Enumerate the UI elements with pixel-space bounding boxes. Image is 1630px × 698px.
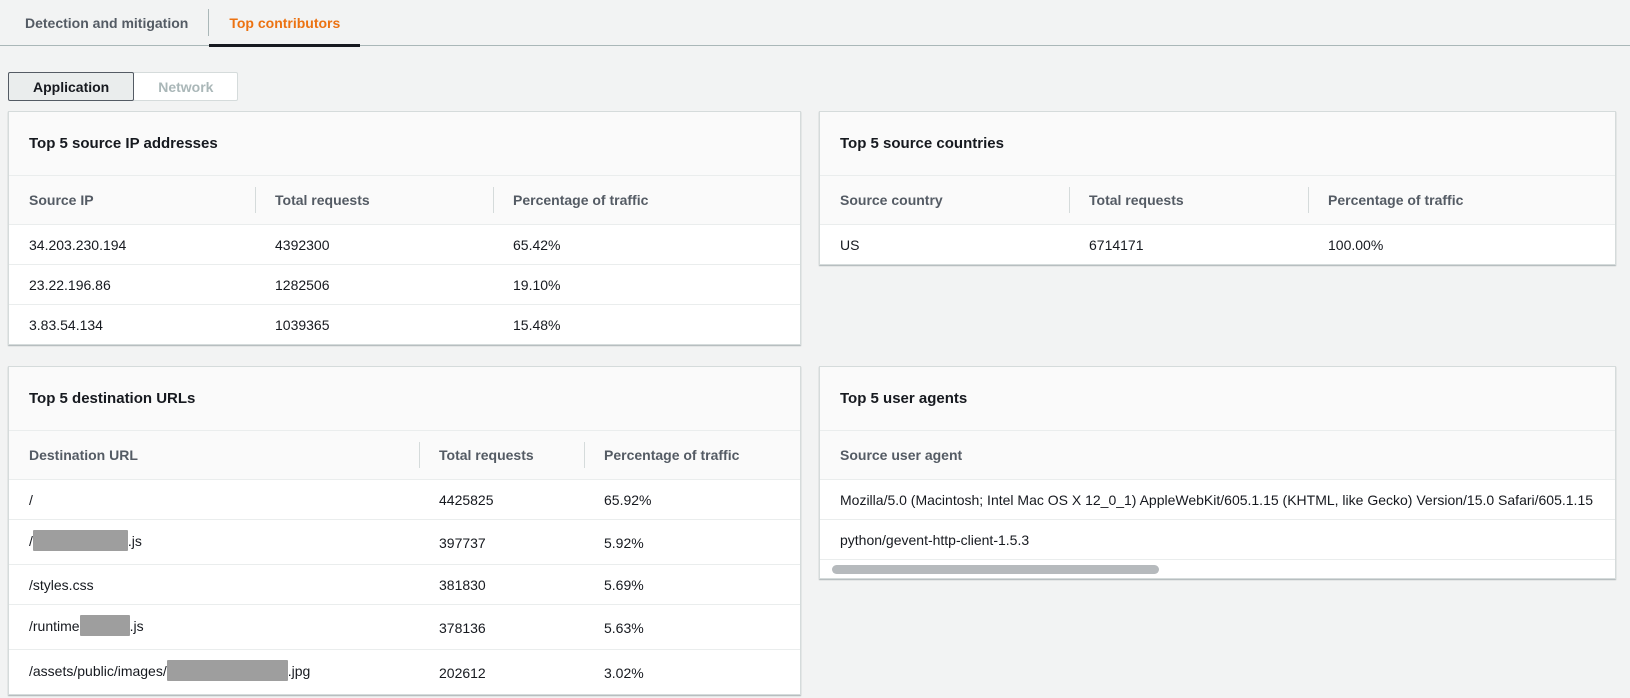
tab-divider (208, 9, 210, 36)
url-text: /assets/public/images/ (29, 663, 167, 680)
layer-toggle: Application Network (8, 72, 239, 101)
table-cell: 4425825 (419, 479, 584, 520)
user-agents-table: Source user agent Mozilla/5.0 (Macintosh;… (820, 431, 1615, 559)
table-cell: 4392300 (255, 224, 493, 265)
table-row: python/gevent-http-client-1.5.3 (820, 520, 1615, 560)
table-cell: python/gevent-http-client-1.5.3 (840, 532, 1030, 548)
table-cell: US (840, 237, 860, 253)
table-row: /styles.css 381830 5.69% (9, 564, 800, 605)
panel-title: Top 5 source countries (840, 135, 1004, 152)
panels-grid: Top 5 source IP addresses Source IP Total… (8, 111, 1616, 695)
table-cell: 19.10% (493, 264, 800, 305)
toggle-network[interactable]: Network (133, 72, 239, 101)
table-cell: 5.92% (584, 519, 800, 565)
panel-header: Top 5 user agents (820, 367, 1615, 431)
column-header: Source country (820, 176, 1069, 225)
column-header: Source IP (9, 176, 255, 225)
panel-title: Top 5 source IP addresses (29, 135, 218, 152)
table-cell: / (9, 479, 419, 520)
column-header: Total requests (1069, 176, 1308, 225)
panel-top-source-ip-addresses: Top 5 source IP addresses Source IP Total… (8, 111, 801, 345)
url-text: .js (127, 533, 142, 550)
table-cell: 6714171 (1089, 237, 1144, 253)
url-text: .js (129, 618, 144, 635)
column-header: Destination URL (9, 431, 419, 480)
table-cell: 34.203.230.194 (9, 224, 255, 265)
column-header: Source user agent (820, 431, 1615, 480)
url-text: .jpg (287, 663, 311, 680)
panel-top-destination-urls: Top 5 destination URLs Destination URL To… (8, 366, 801, 695)
table-cell: 5.63% (584, 604, 800, 650)
tab-label: Top contributors (229, 14, 341, 31)
table-cell: 23.22.196.86 (9, 264, 255, 305)
destination-urls-table: Destination URL Total requests Percentage … (9, 431, 800, 694)
table-row: /assets/public/images/ .jpg 202612 3.02% (9, 650, 800, 695)
table-cell: /assets/public/images/ .jpg (9, 650, 419, 695)
source-ips-table: Source IP Total requests Percentage of tra… (9, 176, 800, 344)
table-cell: / .js (9, 519, 419, 565)
table-cell: 202612 (439, 664, 486, 681)
panel-header: Top 5 destination URLs (9, 367, 800, 431)
tab-detection-and-mitigation[interactable]: Detection and mitigation (5, 0, 208, 45)
table-cell: 381830 (419, 564, 584, 605)
panel-header: Top 5 source countries (820, 112, 1615, 176)
horizontal-scrollbar-track[interactable] (820, 559, 1615, 578)
table-header-row: Destination URL Total requests Percentage … (9, 431, 800, 480)
table-cell: /styles.css (9, 564, 419, 605)
table-cell: /runtime .js (9, 604, 419, 650)
table-row: 34.203.230.194 4392300 65.42% (9, 224, 800, 265)
table-cell: 15.48% (513, 317, 561, 333)
table-cell: 65.42% (493, 224, 800, 265)
column-header: Percentage of traffic (584, 431, 800, 480)
redacted-text (32, 530, 128, 551)
table-row: / .js 397737 5.92% (9, 519, 800, 565)
table-cell: 1039365 (275, 317, 330, 333)
table-header-row: Source country Total requests Percentage o… (820, 176, 1615, 225)
table-cell: 3.02% (604, 664, 644, 681)
table-cell: 3.83.54.134 (29, 317, 103, 333)
panel-header: Top 5 source IP addresses (9, 112, 800, 176)
panel-title: Top 5 destination URLs (29, 390, 196, 407)
panel-top-source-countries: Top 5 source countries Source country Tot… (819, 111, 1616, 265)
table-cell: 1282506 (255, 264, 493, 305)
panel-top-user-agents: Top 5 user agents Source user agent Mozil… (819, 366, 1616, 579)
table-row: 23.22.196.86 1282506 19.10% (9, 264, 800, 305)
table-cell: 65.92% (584, 479, 800, 520)
table-row: /4425825 65.92% (9, 479, 800, 520)
source-countries-table: Source country Total requests Percentage o… (820, 176, 1615, 264)
table-cell: 397737 (419, 519, 584, 565)
column-header: Total requests (419, 431, 584, 480)
panel-title: Top 5 user agents (840, 390, 968, 407)
table-row: 3.83.54.134 1039365 15.48% (9, 305, 800, 345)
tab-label: Detection and mitigation (25, 14, 189, 31)
column-header: Total requests (255, 176, 493, 225)
table-row: Mozilla/5.0 (Macintosh; Intel Mac OS X 1… (820, 479, 1615, 520)
url-text: / (29, 533, 33, 550)
table-cell: 100.00% (1328, 237, 1384, 253)
toggle-application[interactable]: Application (8, 72, 135, 101)
horizontal-scrollbar-thumb[interactable] (832, 564, 1159, 574)
table-cell: 5.69% (584, 564, 800, 605)
table-cell: Mozilla/5.0 (Macintosh; Intel Mac OS X 1… (820, 479, 1615, 520)
redacted-text (79, 615, 130, 636)
table-row: /runtime .js 378136 5.63% (9, 604, 800, 650)
table-header-row: Source user agent (820, 431, 1615, 480)
tab-top-contributors[interactable]: Top contributors (209, 0, 361, 47)
tab-bar: Detection and mitigation Top contributor… (0, 0, 1630, 47)
column-header: Percentage of traffic (1308, 176, 1615, 225)
column-header: Percentage of traffic (493, 176, 800, 225)
table-cell: 378136 (419, 604, 584, 650)
redacted-text (166, 660, 288, 681)
table-header-row: Source IP Total requests Percentage of tra… (9, 176, 800, 225)
table-row: US 6714171 100.00% (820, 225, 1615, 265)
url-text: /runtime (29, 618, 80, 635)
